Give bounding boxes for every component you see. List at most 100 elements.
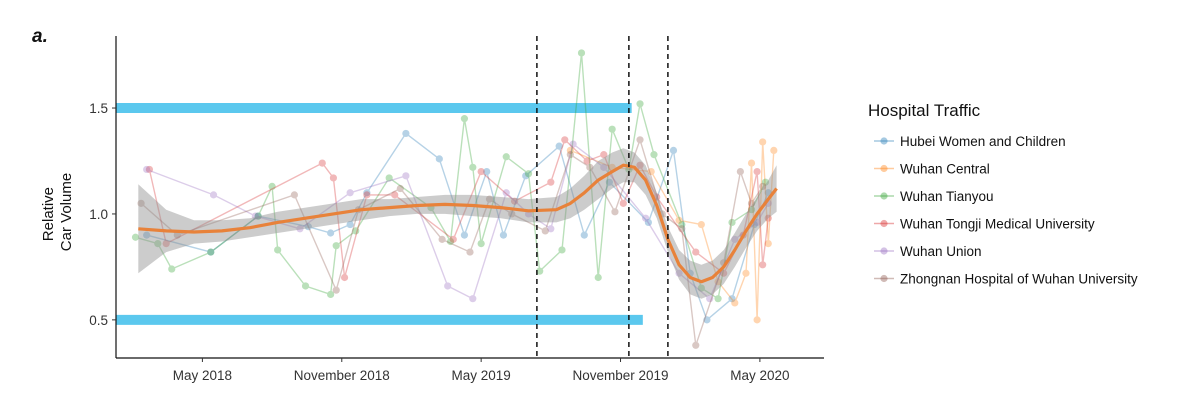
data-point [566, 146, 574, 154]
data-point [502, 153, 510, 161]
legend-item: Wuhan Union [874, 244, 982, 259]
data-point [636, 136, 644, 144]
data-point [469, 163, 477, 171]
data-point [759, 261, 767, 269]
y-tick-label: 1.0 [89, 207, 108, 222]
legend-marker [880, 192, 888, 200]
series-3 [131, 49, 770, 303]
data-point [268, 182, 276, 191]
data-point [600, 151, 608, 159]
series-line [570, 141, 775, 320]
data-point [274, 246, 282, 254]
legend-marker [880, 219, 888, 228]
x-tick-label: May 2018 [173, 368, 232, 383]
data-point [469, 295, 477, 303]
y-axis-title: Relative Car Volume [40, 173, 75, 251]
legend-label: Wuhan Union [900, 244, 982, 259]
data-point [742, 269, 750, 277]
data-point [143, 165, 151, 174]
data-point [642, 214, 650, 222]
legend-item: Hubei Women and Children [874, 134, 1066, 149]
data-point [577, 49, 586, 57]
data-point [759, 138, 767, 146]
data-point [332, 242, 340, 250]
data-point [605, 178, 613, 186]
data-point [558, 246, 566, 254]
x-tick-label: November 2019 [572, 368, 668, 383]
legend-item: Wuhan Tongji Medical University [874, 217, 1095, 232]
plot-area: 0.5 1.0 1.5 May 2018 November 2018 May 2019 No… [89, 36, 824, 383]
legend-label: Wuhan Tongji Medical University [900, 217, 1095, 232]
legend-marker [880, 274, 888, 283]
series-line [146, 132, 769, 322]
data-point [207, 248, 215, 256]
legend-marker [880, 137, 888, 145]
data-point [477, 240, 485, 248]
data-point [143, 231, 151, 239]
data-point [327, 229, 335, 237]
data-point [460, 231, 469, 239]
data-point [580, 231, 588, 239]
data-point [137, 199, 145, 207]
data-point [547, 178, 555, 186]
data-point [747, 159, 756, 167]
data-point [731, 299, 739, 307]
data-point [477, 167, 485, 176]
data-point [154, 240, 162, 248]
series-line [135, 52, 767, 300]
data-point [524, 170, 533, 178]
data-point [346, 189, 354, 197]
data-point [541, 227, 549, 235]
data-point [296, 225, 304, 233]
data-point [594, 273, 602, 282]
data-point [131, 233, 140, 241]
data-point [714, 295, 722, 303]
data-point [396, 184, 404, 193]
data-point [759, 182, 767, 191]
data-point [547, 225, 555, 233]
data-point [753, 218, 761, 227]
series-1 [143, 129, 772, 324]
data-point [619, 199, 627, 207]
legend-label: Wuhan Tianyou [900, 189, 994, 204]
data-point [692, 341, 700, 349]
data-point [438, 235, 446, 243]
y-tick-label: 1.5 [89, 101, 108, 116]
data-point [728, 295, 736, 303]
panel-label: a. [32, 26, 48, 47]
data-point [753, 316, 761, 324]
series-2 [566, 138, 778, 324]
data-point [636, 100, 644, 108]
data-point [747, 206, 756, 214]
data-point [561, 136, 569, 144]
data-point [555, 142, 563, 150]
data-point [485, 195, 494, 203]
data-point [522, 172, 530, 180]
data-point [251, 212, 259, 220]
data-point [391, 191, 399, 199]
data-point [340, 273, 349, 282]
data-point [363, 189, 371, 197]
data-point [502, 189, 510, 197]
x-tick-label: November 2018 [294, 368, 390, 383]
data-point [678, 220, 686, 229]
trend-line [138, 163, 778, 284]
legend-label: Zhongnan Hospital of Wuhan University [900, 272, 1138, 287]
data-point [510, 197, 519, 205]
data-point [168, 265, 176, 273]
data-point [611, 208, 619, 216]
data-point [449, 235, 457, 243]
data-point [714, 278, 722, 286]
data-point [209, 191, 218, 199]
data-point [697, 284, 705, 292]
data-point [706, 295, 714, 303]
data-point [290, 191, 298, 199]
data-point [728, 218, 736, 227]
data-point [402, 129, 410, 138]
series-line [140, 137, 764, 346]
legend-title: Hospital Traffic [868, 101, 981, 120]
data-point [254, 212, 262, 220]
legend-item: Wuhan Tianyou [874, 189, 994, 204]
series-5 [143, 140, 772, 303]
